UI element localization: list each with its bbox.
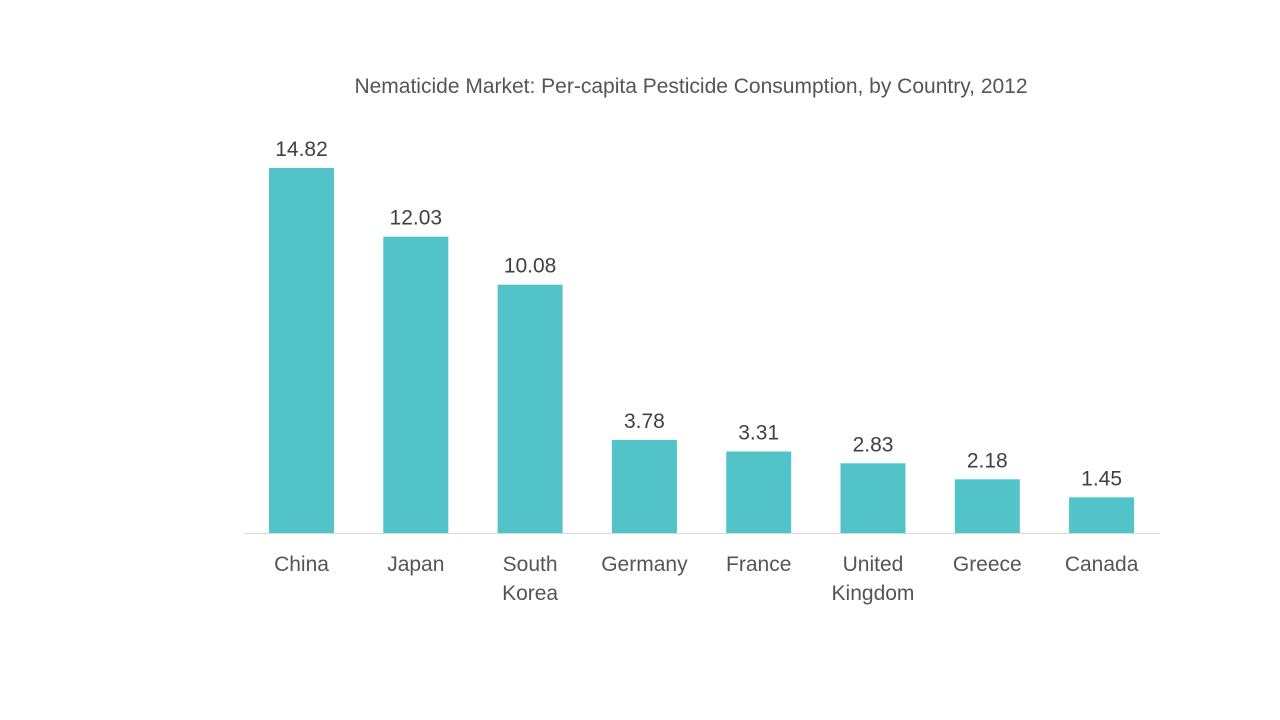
x-tick-label: Germany [601,553,688,576]
bar-canada [1069,497,1135,533]
data-label: 14.82 [275,138,328,161]
data-label: 12.03 [390,207,443,230]
category-labels-group: China Japan South Korea Germany France United K… [274,553,1139,605]
bar-france [726,451,792,533]
x-tick-label: Greece [953,553,1022,576]
x-tick-label: United Kingdom [832,553,915,605]
data-label: 2.83 [853,433,894,456]
bar-united-kingdom [840,463,906,533]
data-label: 3.31 [738,422,779,445]
x-tick-label: Canada [1065,553,1139,576]
x-tick-label: China [274,553,329,576]
data-label: 3.78 [624,410,665,433]
data-label: 1.45 [1081,467,1122,490]
data-label: 10.08 [504,255,557,278]
data-label: 2.18 [967,449,1008,472]
bar-germany [611,439,677,533]
x-tick-label: South Korea [502,553,558,605]
bar-south-korea [497,284,563,533]
chart-title: Nematicide Market: Per-capita Pesticide … [354,75,1027,98]
bars-group [269,168,1135,533]
bar-china [269,168,334,533]
bar-greece [954,479,1020,533]
bar-japan [383,236,449,533]
value-labels-group: 14.82 12.03 10.08 3.78 3.31 2.83 2.18 1.45 [275,138,1122,490]
x-tick-label: France [726,553,791,576]
x-tick-label: Japan [387,553,444,576]
